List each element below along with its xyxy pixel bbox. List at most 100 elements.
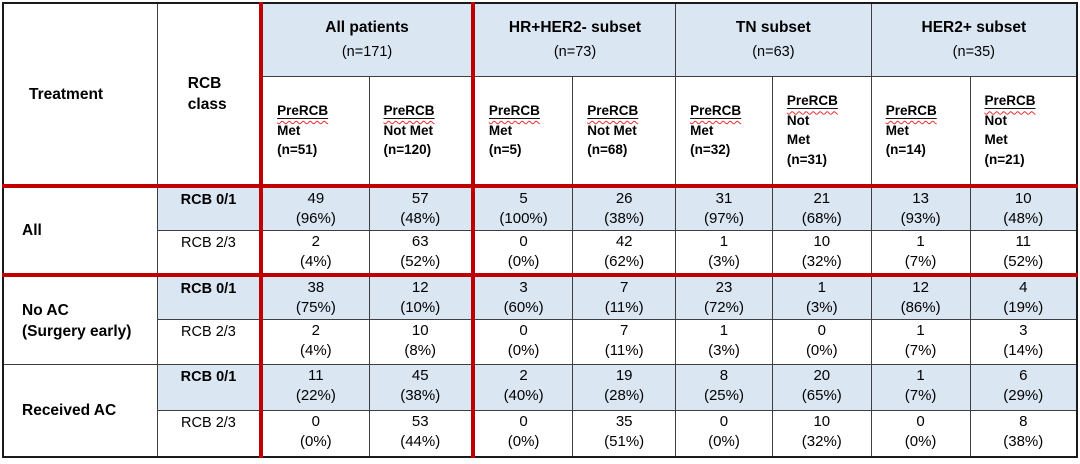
data-cell: 2 (4%) [259, 319, 370, 366]
table-row: RCB 2/3 2 (4%) 10 (8%) 0 (0%) 7 (11%) 1 (3%) … [3, 319, 1078, 366]
data-cell: 1 (3%) [675, 229, 773, 276]
count-value: 2 [311, 232, 320, 250]
prercb-label: PreRCB [587, 101, 673, 121]
subheader-line: (n=120) [383, 142, 432, 157]
data-cell: 12 (86%) [870, 272, 971, 321]
data-cell: 45 (38%) [368, 364, 474, 412]
subheader-line: (n=51) [277, 142, 318, 157]
prercb-label: PreRCB [384, 101, 469, 121]
data-cell: 0 (0%) [470, 319, 574, 366]
treatment-line: (Surgery early) [22, 322, 132, 340]
percent-value: (0%) [507, 252, 540, 270]
count-value: 7 [619, 322, 629, 340]
subheader-line: (n=14) [885, 142, 926, 157]
percent-value: (0%) [300, 433, 332, 451]
subheader-all-notmet: PreRCB Not Met (n=120) [368, 75, 474, 187]
count-value: 45 [411, 367, 429, 385]
percent-value: (14%) [1003, 342, 1044, 360]
count-value: 11 [308, 367, 324, 385]
prercb-text: PreRCB [383, 103, 435, 118]
data-cell: 10 (32%) [771, 410, 872, 458]
count-value: 1 [916, 232, 925, 250]
data-cell: 7 (11%) [572, 319, 677, 366]
prercb-text: PreRCB [277, 103, 329, 118]
spellcheck-underline: PreRCB [787, 93, 838, 108]
count-value: 26 [615, 190, 633, 207]
rcb-class-header-cell: RCB class [156, 2, 262, 187]
data-cell: 4 (19%) [969, 272, 1078, 321]
subheader-line: Met [885, 122, 909, 138]
percent-value: (65%) [801, 387, 842, 405]
rcb-class-cell: RCB 0/1 [156, 272, 262, 321]
data-cell: 7 (11%) [572, 272, 677, 321]
data-cell: 0 (0%) [771, 319, 872, 366]
data-cell: 31 (97%) [675, 183, 773, 231]
percent-value: (38%) [1003, 433, 1044, 451]
count-value: 1 [916, 367, 925, 385]
rcb-class-cell: RCB 2/3 [156, 229, 262, 276]
data-cell: 10 (8%) [368, 319, 474, 366]
count-value: 8 [1019, 413, 1028, 431]
data-cell: 13 (93%) [870, 183, 971, 231]
count-value: 49 [307, 190, 325, 207]
group-n: (n=63) [752, 44, 795, 61]
treatment-cell-all: All [2, 184, 158, 276]
group-header-all-patients: All patients (n=171) [259, 2, 474, 77]
prercb-label: PreRCB [489, 101, 570, 121]
percent-value: (28%) [604, 387, 645, 405]
subheader-all-met: PreRCB Met (n=51) [259, 75, 370, 187]
subheader-line: (n=68) [587, 142, 628, 157]
prercb-text: PreRCB [786, 93, 838, 109]
percent-value: (100%) [499, 210, 548, 227]
percent-value: (0%) [708, 433, 740, 451]
subheader-line: Not Met [383, 122, 434, 138]
count-value: 57 [411, 190, 429, 207]
subheader-her2-met: PreRCB Met (n=14) [870, 75, 971, 187]
data-cell: 12 (10%) [368, 272, 474, 321]
count-value: 0 [519, 413, 528, 431]
percent-value: (0%) [904, 433, 937, 451]
data-cell: 1 (3%) [771, 272, 872, 321]
subheader-line: Not Met [587, 122, 637, 138]
spellcheck-underline: PreRCB [690, 103, 741, 118]
rcb-class-cell: RCB 0/1 [156, 183, 262, 231]
subheader-tn-met: PreRCB Met (n=32) [675, 75, 773, 187]
data-cell: 5 (100%) [470, 183, 574, 231]
data-cell: 1 (3%) [675, 319, 773, 366]
count-value: 4 [1019, 278, 1028, 296]
table-row: RCB 2/3 0 (0%) 53 (44%) 0 (0%) 35 (51%) 0 (0%… [3, 410, 1078, 458]
percent-value: (0%) [507, 433, 540, 451]
count-value: 0 [311, 413, 320, 431]
prercb-label: PreRCB [690, 101, 770, 121]
percent-value: (7%) [904, 252, 937, 270]
count-value: 19 [615, 367, 633, 385]
data-cell: 57 (48%) [368, 183, 474, 231]
count-value: 0 [719, 413, 729, 431]
count-value: 2 [311, 322, 320, 340]
subheader-line: Met [786, 132, 811, 148]
prercb-text: PreRCB [984, 93, 1036, 109]
count-value: 12 [912, 278, 929, 296]
count-value: 38 [307, 278, 325, 296]
subheader-tn-notmet: PreRCB Not Met (n=31) [771, 75, 872, 187]
percent-value: (38%) [604, 210, 645, 227]
rcb-header-line: class [187, 96, 227, 113]
prercb-label: PreRCB [886, 101, 968, 121]
count-value: 0 [519, 322, 528, 340]
count-value: 10 [1014, 190, 1032, 207]
group-header-hr-her2neg-subset: HR+HER2- subset (n=73) [470, 2, 677, 77]
data-cell: 1 (7%) [870, 229, 971, 276]
data-cell: 0 (0%) [470, 229, 574, 276]
group-header-her2pos-subset: HER2+ subset (n=35) [870, 2, 1078, 77]
count-value: 0 [519, 232, 528, 250]
percent-value: (32%) [801, 252, 842, 270]
data-cell: 8 (38%) [969, 410, 1078, 458]
group-n: (n=35) [952, 44, 995, 61]
percent-value: (62%) [604, 252, 645, 270]
data-cell: 6 (29%) [969, 364, 1078, 412]
percent-value: (4%) [300, 252, 332, 270]
percent-value: (3%) [805, 298, 838, 316]
data-cell: 8 (25%) [675, 364, 773, 412]
treatment-line: Received AC [22, 402, 117, 420]
data-cell: 63 (52%) [368, 229, 474, 276]
